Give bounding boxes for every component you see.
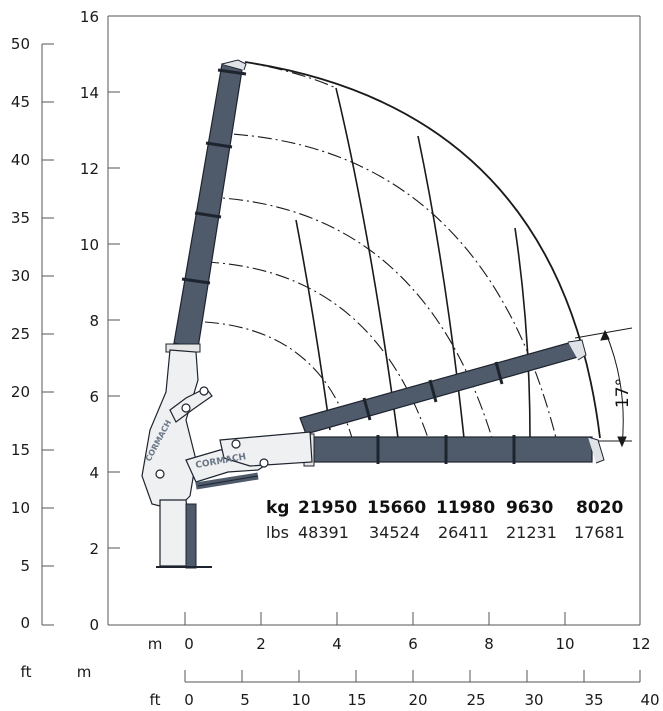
ft-tick-label: 10 (291, 691, 310, 709)
kg-value: 9630 (506, 498, 553, 518)
kg-value: 21950 (298, 498, 357, 518)
kg-value: 15660 (367, 498, 426, 518)
m-tick-label: 10 (555, 635, 574, 653)
corner-ft-label: ft (21, 663, 32, 681)
m-tick-label: 2 (89, 540, 99, 558)
lbs-value: 48391 (298, 523, 349, 542)
m-tick-label: 4 (332, 635, 342, 653)
left-ft-axis: 50 45 40 35 30 25 20 15 10 5 0 (11, 35, 54, 632)
m-tick-label: 14 (80, 84, 99, 102)
m-tick-label: 12 (80, 160, 99, 178)
lbs-unit-label: lbs (266, 523, 289, 542)
m-tick-label: 8 (484, 635, 494, 653)
ft-tick-label: 30 (11, 267, 30, 285)
bottom-ft-axis: ft 0 5 10 15 20 25 30 35 40 (150, 670, 660, 709)
ft-tick-label: 20 (408, 691, 427, 709)
horizontal-boom (303, 433, 605, 467)
bottom-m-unit: m (148, 635, 163, 653)
kg-value: 8020 (576, 498, 623, 518)
m-tick-label: 4 (89, 464, 99, 482)
ft-tick-label: 0 (184, 691, 194, 709)
m-tick-label: 8 (89, 312, 99, 330)
bottom-ft-unit: ft (150, 691, 161, 709)
ft-tick-label: 0 (20, 614, 30, 632)
lbs-value: 17681 (574, 523, 625, 542)
ft-tick-label: 15 (11, 441, 30, 459)
m-tick-label: 12 (631, 635, 650, 653)
ft-tick-label: 15 (347, 691, 366, 709)
kg-unit-label: kg (266, 498, 289, 518)
ft-tick-label: 25 (466, 691, 485, 709)
ft-tick-label: 35 (11, 209, 30, 227)
left-m-axis: 16 14 12 10 8 6 4 2 0 (80, 8, 120, 634)
ft-tick-label: 50 (11, 35, 30, 53)
reach-arcs (204, 61, 601, 439)
m-tick-label: 16 (80, 8, 99, 26)
ft-tick-label: 45 (11, 93, 30, 111)
ft-tick-label: 20 (11, 383, 30, 401)
m-tick-label: 6 (89, 388, 99, 406)
crane-cylinders (185, 472, 259, 569)
ft-tick-label: 40 (640, 691, 659, 709)
m-tick-label: 2 (256, 635, 266, 653)
lbs-value: 34524 (369, 523, 420, 542)
inclined-boom (299, 339, 587, 435)
kg-value: 11980 (436, 498, 495, 518)
m-tick-label: 6 (408, 635, 418, 653)
capacity-table: kg 21950 15660 11980 9630 8020 lbs 48391… (266, 498, 625, 542)
bottom-m-axis: m 0 2 4 6 8 10 12 (148, 612, 651, 653)
ft-tick-label: 25 (11, 325, 30, 343)
ft-tick-label: 30 (524, 691, 543, 709)
ft-tick-label: 5 (20, 557, 30, 575)
ft-tick-label: 35 (584, 691, 603, 709)
vertical-boom (165, 59, 247, 353)
lbs-value: 26411 (438, 523, 489, 542)
lbs-value: 21231 (506, 523, 557, 542)
m-tick-label: 10 (80, 236, 99, 254)
load-curves (295, 87, 531, 439)
m-tick-label: 0 (184, 635, 194, 653)
ft-tick-label: 40 (11, 151, 30, 169)
ft-tick-label: 10 (11, 499, 30, 517)
corner-m-label: m (77, 663, 92, 681)
m-tick-label: 0 (89, 616, 99, 634)
angle-label: 17° (613, 378, 633, 408)
ft-tick-label: 5 (240, 691, 250, 709)
